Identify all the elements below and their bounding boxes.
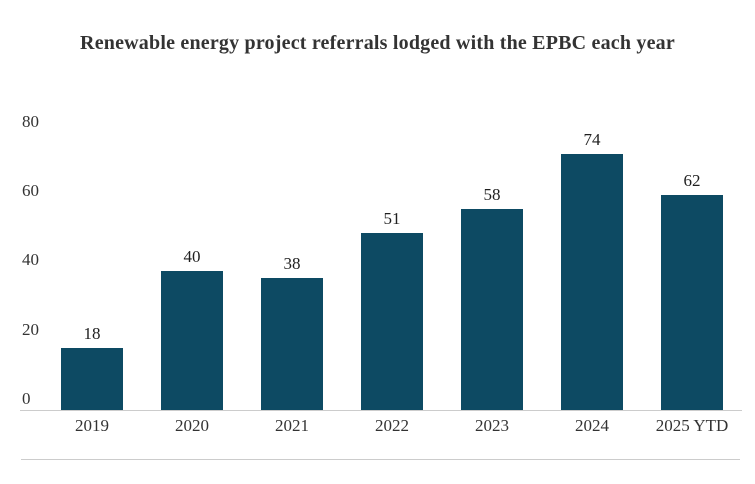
bar-value-label: 62 (683, 171, 701, 191)
x-tick-label: 2024 (575, 416, 609, 435)
bar-value-label: 18 (83, 323, 101, 343)
bar-value-label: 51 (383, 209, 401, 229)
bar (561, 153, 623, 410)
bar (161, 271, 223, 410)
x-tick-label: 2025 YTD (655, 416, 729, 435)
bar (261, 278, 323, 410)
x-tick-label: 2022 (375, 416, 409, 435)
bar (361, 233, 423, 410)
bar-value-label: 74 (583, 129, 601, 149)
x-tick-label: 2023 (475, 416, 509, 435)
chart-title: Renewable energy project referrals lodge… (80, 32, 675, 54)
y-tick-label: 40 (22, 250, 39, 270)
y-tick-label: 60 (22, 181, 39, 201)
bar-value-label: 38 (283, 254, 301, 274)
bar (61, 347, 123, 410)
x-tick-label: 2021 (275, 416, 309, 435)
bar-value-label: 58 (483, 185, 501, 205)
x-tick-label: 2020 (175, 416, 209, 435)
x-tick-label: 2019 (75, 416, 109, 435)
bar (661, 195, 723, 410)
footer-divider (21, 459, 740, 460)
y-tick-label: 0 (22, 389, 31, 408)
bar (461, 209, 523, 410)
y-tick-label: 80 (22, 111, 39, 131)
y-tick-label: 20 (22, 319, 39, 339)
bar-value-label: 40 (183, 247, 201, 267)
x-axis-line (20, 410, 742, 411)
